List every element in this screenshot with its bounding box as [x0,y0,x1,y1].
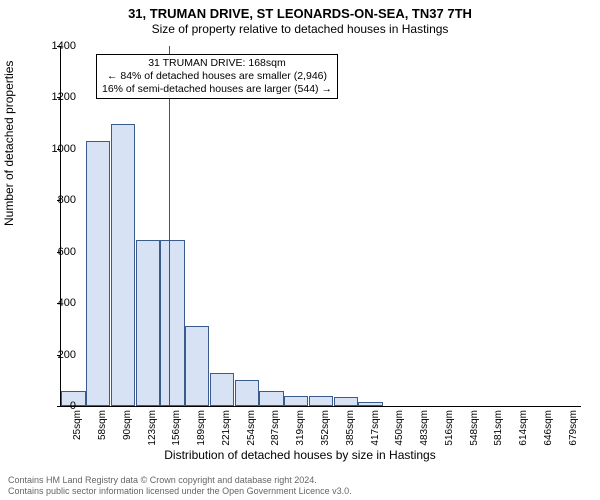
plot-area [60,46,581,407]
xtick-label: 548sqm [469,410,480,460]
xtick-label: 450sqm [394,410,405,460]
xtick-label: 679sqm [568,410,579,460]
title-sub: Size of property relative to detached ho… [0,22,600,36]
xtick-label: 25sqm [72,410,83,460]
xtick-label: 516sqm [444,410,455,460]
xtick-label: 417sqm [370,410,381,460]
info-line2: ← 84% of detached houses are smaller (2,… [102,70,332,83]
y-axis-label: Number of detached properties [2,61,16,226]
xtick-label: 646sqm [543,410,554,460]
xtick-label: 254sqm [246,410,257,460]
chart-container: 31, TRUMAN DRIVE, ST LEONARDS-ON-SEA, TN… [0,0,600,500]
ytick-label: 1400 [36,40,76,52]
ytick-label: 200 [36,349,76,361]
info-box: 31 TRUMAN DRIVE: 168sqm← 84% of detached… [96,54,338,99]
xtick-label: 483sqm [419,410,430,460]
footer-line2: Contains public sector information licen… [8,486,352,496]
xtick-label: 156sqm [171,410,182,460]
bar [309,396,333,406]
title-main: 31, TRUMAN DRIVE, ST LEONARDS-ON-SEA, TN… [0,6,600,21]
xtick-label: 581sqm [493,410,504,460]
xtick-label: 385sqm [345,410,356,460]
bar [111,124,135,406]
bar [210,373,234,406]
bar [284,396,308,406]
info-line1: 31 TRUMAN DRIVE: 168sqm [102,57,332,70]
info-line3: 16% of semi-detached houses are larger (… [102,83,332,96]
bar [235,380,259,406]
bar [160,240,184,406]
xtick-label: 614sqm [518,410,529,460]
bar [334,397,358,406]
ytick-label: 400 [36,297,76,309]
xtick-label: 90sqm [122,410,133,460]
bar [358,402,382,406]
bar [86,141,110,406]
bar [259,391,283,406]
ytick-label: 600 [36,246,76,258]
footer-attribution: Contains HM Land Registry data © Crown c… [8,475,352,496]
bar [136,240,160,406]
xtick-label: 221sqm [221,410,232,460]
xtick-label: 319sqm [295,410,306,460]
bar [185,326,209,406]
ytick-label: 800 [36,194,76,206]
xtick-label: 287sqm [270,410,281,460]
xtick-label: 123sqm [147,410,158,460]
reference-line [169,46,170,406]
footer-line1: Contains HM Land Registry data © Crown c… [8,475,352,485]
xtick-label: 189sqm [196,410,207,460]
xtick-label: 58sqm [97,410,108,460]
xtick-label: 352sqm [320,410,331,460]
ytick-label: 0 [36,400,76,412]
ytick-label: 1000 [36,143,76,155]
ytick-label: 1200 [36,91,76,103]
